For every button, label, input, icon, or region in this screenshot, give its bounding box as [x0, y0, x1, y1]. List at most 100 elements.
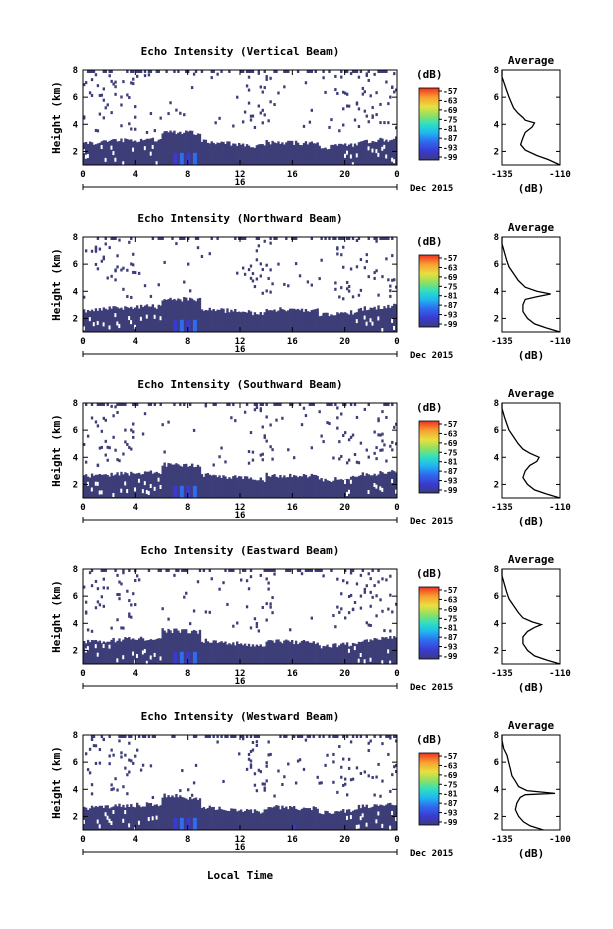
echo-cell [130, 306, 133, 332]
gap-cell [391, 318, 394, 323]
echo-cell [308, 311, 312, 332]
echo-cell [371, 776, 374, 780]
gap-cell [381, 823, 384, 828]
echo-cell [302, 311, 306, 332]
echo-cell [92, 640, 96, 664]
echo-cell [393, 72, 396, 76]
echo-cell [363, 806, 366, 830]
echo-cell [275, 476, 278, 498]
echo-cell [167, 795, 170, 830]
echo-cell [338, 237, 341, 240]
echo-cell [163, 131, 166, 165]
echo-cell [222, 308, 225, 332]
echo-cell [232, 124, 235, 128]
echo-cell [212, 403, 215, 406]
echo-cell [342, 579, 345, 583]
echo-cell [310, 141, 314, 165]
echo-cell [169, 101, 172, 105]
echo-cell [124, 428, 127, 432]
echo-cell [116, 410, 119, 414]
gap-cell [122, 655, 125, 660]
echo-cell [161, 628, 164, 664]
echo-cell [84, 141, 88, 165]
echo-cell [251, 272, 255, 276]
echo-cell [116, 307, 119, 332]
echo-cell [330, 144, 333, 165]
echo-cell [167, 617, 170, 621]
strong-echo-cell [186, 319, 191, 332]
average-y-tick-label: 6 [494, 426, 499, 436]
echo-cell [130, 139, 133, 165]
average-y-tick-label: 8 [494, 66, 499, 76]
echo-cell [83, 806, 86, 830]
echo-cell [120, 471, 123, 498]
echo-cell [263, 569, 266, 572]
echo-cell [391, 638, 394, 664]
echo-cell [251, 114, 255, 118]
echo-cell [128, 445, 131, 449]
echo-cell [243, 312, 247, 332]
echo-cell [102, 416, 105, 420]
echo-cell [338, 811, 341, 830]
echo-cell [287, 448, 290, 452]
echo-cell [187, 237, 190, 240]
echo-cell [247, 450, 251, 454]
echo-cell [379, 102, 382, 106]
strong-echo-cell [179, 485, 184, 498]
echo-cell [151, 237, 155, 240]
echo-cell [206, 142, 209, 165]
echo-cell [173, 464, 176, 498]
echo-cell [326, 421, 329, 425]
echo-cell [310, 108, 314, 112]
echo-cell [83, 585, 86, 589]
echo-cell [135, 305, 139, 332]
echo-cell [167, 628, 170, 664]
echo-cell [263, 435, 266, 439]
echo-cell [216, 309, 219, 332]
average-x-tick-label: -135 [491, 503, 513, 513]
echo-cell [122, 639, 125, 664]
echo-cell [192, 467, 196, 498]
x-tick-label: 20 [339, 170, 350, 180]
echo-cell [387, 278, 390, 282]
echo-cell [287, 477, 290, 498]
echo-cell [373, 735, 376, 738]
colorbar-tick-label: -87 [443, 799, 458, 808]
gap-cell [383, 144, 386, 149]
echo-cell [273, 569, 276, 572]
echo-cell [383, 805, 386, 830]
echo-cell [387, 237, 390, 240]
echo-cell [214, 809, 217, 830]
echo-cell [308, 569, 312, 572]
echo-cell [338, 295, 341, 299]
echo-cell [302, 807, 306, 830]
echo-cell [287, 310, 290, 332]
echo-cell [83, 115, 86, 119]
echo-cell [153, 804, 157, 830]
x-tick-label: 20 [339, 835, 350, 845]
echo-cell [342, 123, 345, 127]
echo-cell [285, 735, 288, 738]
echo-cell [243, 272, 247, 276]
y-axis-label: Height (km) [50, 248, 63, 321]
echo-cell [130, 615, 133, 619]
echo-cell [302, 124, 306, 128]
echo-cell [118, 238, 121, 242]
echo-cell [130, 804, 133, 830]
echo-cell [363, 587, 366, 591]
echo-cell [149, 764, 153, 768]
average-title: Average [508, 719, 555, 732]
echo-cell [84, 474, 88, 498]
gap-cell [365, 822, 368, 827]
echo-cell [389, 307, 392, 332]
echo-cell [261, 121, 264, 125]
echo-cell [165, 466, 168, 498]
echo-cell [255, 314, 259, 332]
echo-cell [98, 805, 102, 830]
echo-cell [241, 311, 245, 332]
echo-cell [98, 93, 102, 97]
gap-cell [153, 314, 157, 319]
echo-cell [261, 458, 264, 462]
heatmap-cells [83, 70, 398, 167]
strong-echo-cell [173, 152, 178, 165]
